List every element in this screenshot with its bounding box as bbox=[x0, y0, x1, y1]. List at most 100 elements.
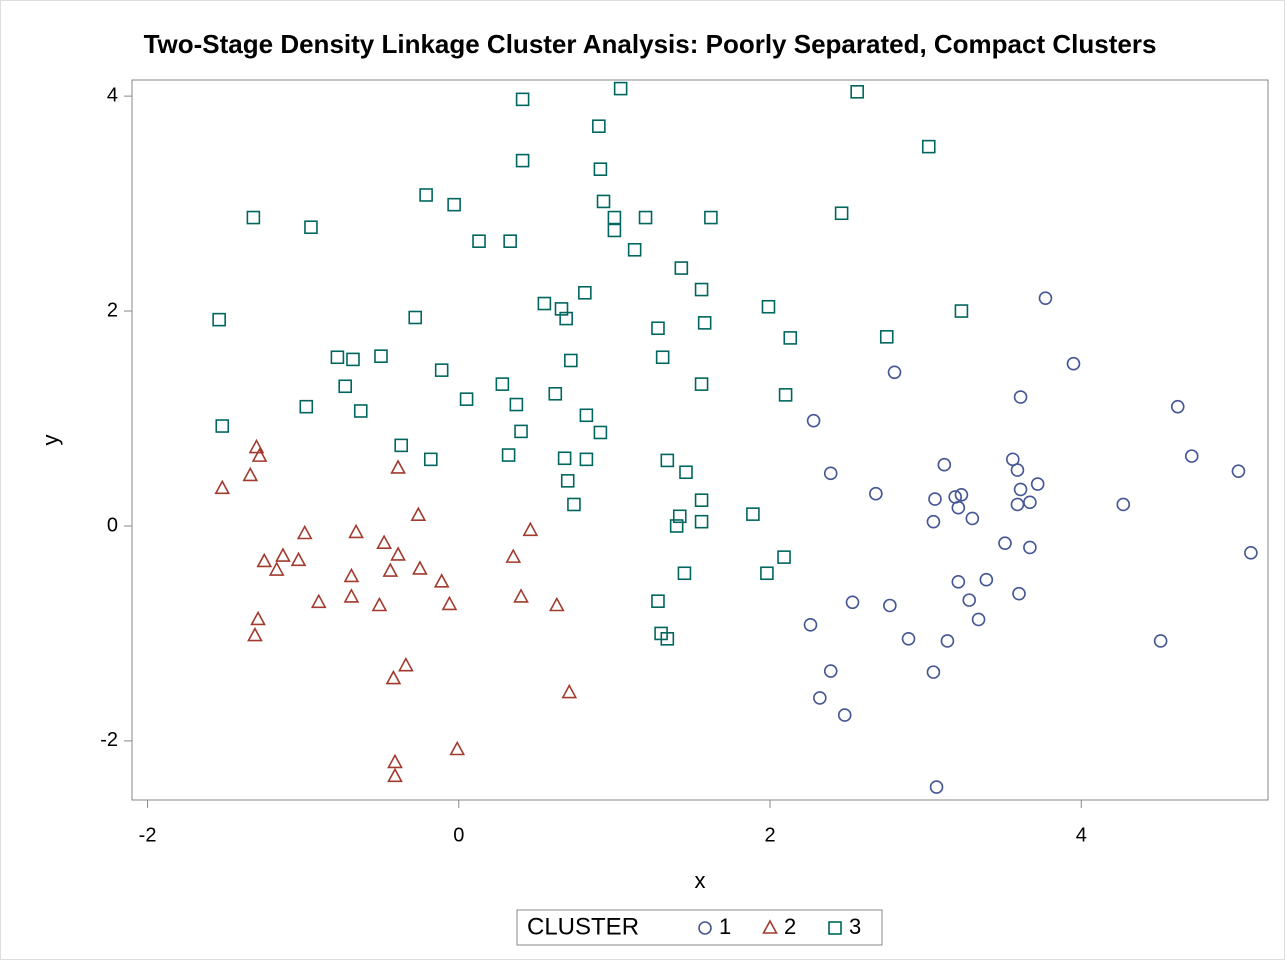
point bbox=[596, 194, 611, 209]
point bbox=[212, 312, 226, 327]
point bbox=[560, 474, 575, 488]
x-tick-label: 2 bbox=[764, 824, 775, 846]
point bbox=[514, 424, 528, 439]
point bbox=[954, 488, 969, 502]
point bbox=[376, 534, 392, 549]
point bbox=[928, 492, 942, 506]
y-axis-label: y bbox=[38, 435, 63, 446]
point bbox=[837, 708, 852, 722]
point bbox=[250, 610, 266, 626]
point bbox=[694, 377, 709, 391]
point bbox=[1244, 546, 1258, 560]
point bbox=[256, 552, 273, 568]
point bbox=[1030, 477, 1045, 491]
point bbox=[548, 386, 563, 401]
point bbox=[965, 511, 980, 526]
point bbox=[382, 562, 399, 577]
point bbox=[883, 598, 897, 613]
point bbox=[394, 438, 409, 453]
point bbox=[251, 447, 268, 462]
point bbox=[338, 379, 352, 394]
point bbox=[760, 566, 774, 581]
point bbox=[578, 285, 592, 300]
point bbox=[398, 656, 414, 672]
point bbox=[679, 465, 693, 480]
point bbox=[1153, 634, 1168, 648]
point bbox=[447, 197, 461, 212]
point bbox=[823, 664, 838, 678]
point bbox=[823, 466, 838, 481]
point bbox=[651, 321, 665, 336]
y-tick-label: 4 bbox=[107, 84, 118, 106]
point bbox=[627, 242, 642, 257]
point bbox=[806, 413, 821, 428]
point bbox=[998, 536, 1012, 550]
point bbox=[954, 304, 969, 318]
point bbox=[390, 546, 406, 561]
point bbox=[694, 493, 709, 507]
point bbox=[423, 452, 438, 467]
point bbox=[937, 457, 952, 472]
point bbox=[921, 139, 936, 154]
point bbox=[522, 521, 539, 537]
point bbox=[593, 425, 608, 440]
legend-label: 2 bbox=[784, 914, 796, 939]
point bbox=[655, 350, 670, 365]
point bbox=[579, 408, 594, 423]
point bbox=[694, 282, 709, 297]
x-tick-label: 4 bbox=[1076, 824, 1087, 846]
point bbox=[951, 575, 966, 589]
point bbox=[607, 223, 622, 238]
point bbox=[472, 234, 486, 248]
point bbox=[1066, 356, 1081, 371]
point bbox=[296, 524, 313, 540]
point bbox=[434, 363, 449, 377]
point bbox=[579, 452, 594, 467]
point bbox=[660, 453, 675, 468]
point bbox=[951, 500, 966, 515]
point bbox=[343, 588, 360, 603]
point bbox=[559, 311, 573, 326]
point bbox=[419, 188, 433, 202]
point bbox=[803, 618, 818, 632]
point bbox=[1010, 463, 1025, 477]
point bbox=[869, 486, 883, 501]
chart-title: Two-Stage Density Linkage Cluster Analys… bbox=[144, 29, 1157, 59]
point bbox=[813, 691, 827, 705]
x-tick-label: -2 bbox=[139, 824, 157, 846]
point bbox=[387, 753, 403, 769]
point bbox=[660, 632, 675, 646]
point bbox=[412, 560, 428, 575]
point bbox=[962, 593, 977, 607]
legend-title: CLUSTER bbox=[527, 913, 639, 940]
point bbox=[387, 767, 403, 783]
point bbox=[501, 448, 516, 462]
legend-symbol bbox=[762, 919, 778, 934]
point bbox=[343, 567, 360, 583]
point bbox=[348, 523, 364, 539]
point bbox=[385, 669, 402, 685]
point bbox=[214, 479, 231, 495]
point bbox=[242, 466, 259, 482]
legend-symbol bbox=[698, 921, 712, 935]
point bbox=[330, 350, 345, 365]
legend-label: 3 bbox=[849, 914, 861, 939]
point bbox=[449, 740, 466, 756]
point bbox=[299, 399, 314, 414]
point bbox=[374, 349, 388, 363]
point bbox=[564, 353, 578, 368]
point bbox=[408, 310, 423, 325]
plot-frame bbox=[131, 79, 1269, 801]
point bbox=[561, 683, 578, 699]
point bbox=[1231, 464, 1246, 478]
legend-symbol bbox=[828, 921, 842, 935]
point bbox=[674, 261, 689, 275]
point bbox=[275, 547, 291, 562]
point bbox=[901, 632, 916, 646]
point bbox=[926, 665, 941, 679]
point bbox=[593, 162, 608, 176]
point bbox=[459, 392, 474, 406]
legend-box bbox=[516, 909, 883, 946]
point bbox=[537, 296, 552, 311]
